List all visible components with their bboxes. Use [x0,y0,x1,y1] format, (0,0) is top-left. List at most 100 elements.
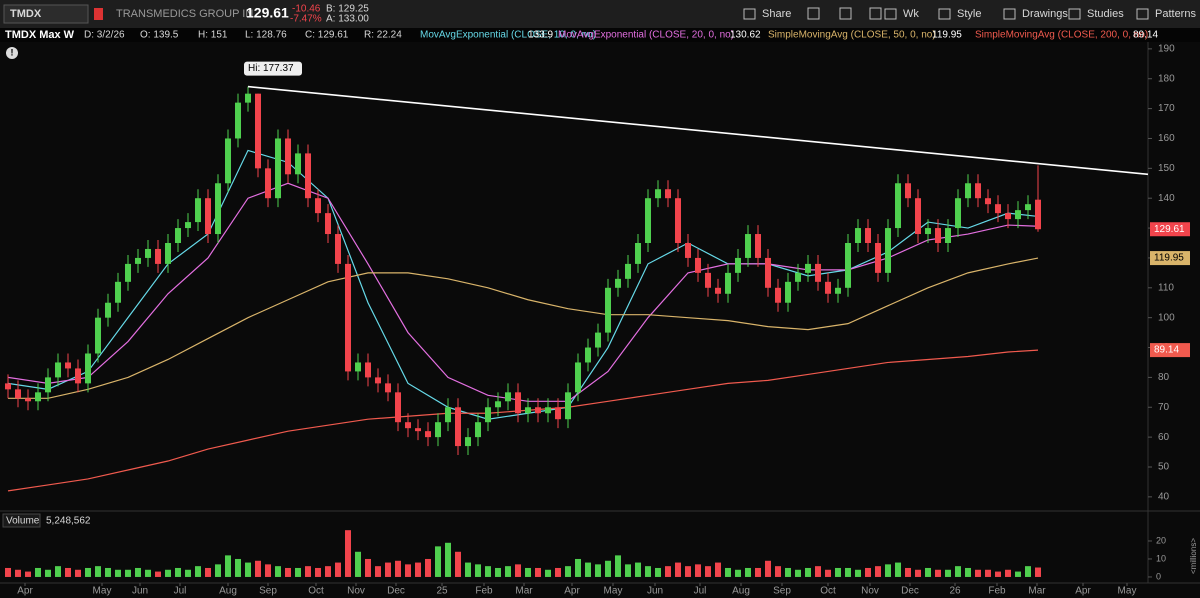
volume-bar [305,566,311,577]
candle-body [855,228,861,243]
info-item: H: 151 [198,30,228,41]
toolbar-button-icon[interactable] [938,8,951,20]
toolbar-button-icon[interactable] [1136,8,1149,20]
candle-body [815,263,821,282]
toolbar-button-icon[interactable] [884,8,897,20]
volume-bar [955,566,961,577]
candle-body [555,407,561,420]
candle-body [515,392,521,414]
toolbar-button[interactable]: Drawings [1022,8,1068,20]
x-tick-label: 26 [949,586,961,597]
volume-bar [695,564,701,577]
candle-body [385,383,391,393]
volume-bar [885,564,891,577]
volume-bar [525,567,531,577]
toolbar-button-icon[interactable] [1068,8,1081,20]
candle-body [935,228,941,243]
volume-bar [925,567,931,577]
toolbar-button[interactable]: Studies [1087,8,1124,20]
candle-body [195,198,201,223]
y-tick-label: 150 [1158,163,1175,174]
candle-body [415,428,421,432]
candle-body [965,183,971,199]
toolbar-button[interactable]: Share [762,8,791,20]
x-tick-label: Nov [861,586,879,597]
candle-body [95,317,101,354]
volume-bar [675,562,681,577]
candle-body [825,281,831,294]
candle-body [675,198,681,243]
volume-bar [355,551,361,577]
last-price: 129.61 [246,5,289,21]
info-item: R: 22.24 [364,30,402,41]
candle-body [765,257,771,288]
volume-bar [715,562,721,577]
volume-bar [735,569,741,577]
candle-body [225,138,231,184]
candle-body [255,93,261,169]
info-item: C: 129.61 [305,30,349,41]
x-tick-label: May [604,586,623,597]
alert-icon[interactable] [6,47,18,59]
x-tick-label: Jun [647,586,663,597]
volume-bar [25,571,31,577]
volume-bar [405,564,411,577]
candle-body [455,407,461,447]
volume-y-tick-label: 20 [1156,535,1166,545]
volume-unit: <millions> [1189,538,1198,574]
toolbar-button[interactable]: Wk [903,8,919,20]
volume-bar [485,566,491,577]
toolbar-button-icon[interactable] [743,8,756,20]
volume-bar [105,567,111,577]
volume-title: Volume [6,516,40,527]
volume-bar [1005,569,1011,577]
company: TRANSMEDICS GROUP IN [116,8,253,20]
volume-bar [905,567,911,577]
volume-bar [5,567,11,577]
volume-bar [385,562,391,577]
candle-body [595,332,601,348]
candle-body [925,228,931,235]
volume-bar [75,569,81,577]
toolbar-button[interactable]: Patterns [1155,8,1196,20]
volume-bar [425,558,431,577]
candle-body [305,153,311,199]
volume-bar [875,566,881,577]
toolbar-icon[interactable] [807,7,820,20]
candle-body [845,242,851,288]
candle-body [445,407,451,423]
volume-bar [625,564,631,577]
price-tag [1150,251,1190,266]
candle-body [735,257,741,273]
volume-bar [965,567,971,577]
volume-bar [705,566,711,577]
y-tick-label: 60 [1158,432,1170,443]
toolbar-icon[interactable] [869,7,882,20]
volume-bar [865,567,871,577]
candle-body [715,287,721,294]
candle-body [85,353,91,384]
price-tag [1150,222,1190,237]
volume-bar [335,562,341,577]
y-tick-label: 70 [1158,402,1170,413]
volume-bar [765,560,771,577]
volume-bar [35,567,41,577]
candle-body [635,242,641,264]
volume-bar [295,567,301,577]
moving-average-line [7,349,1039,492]
toolbar-icon[interactable] [839,7,852,20]
volume-bar [55,566,61,577]
volume-bar [635,562,641,577]
legend-entry: MovAvgExponential (CLOSE, 20, 0, no) [558,30,734,41]
candle-body [245,93,251,103]
symbol-input[interactable] [3,4,89,24]
y-tick-label: 50 [1158,462,1170,473]
toolbar-button-icon[interactable] [1003,8,1016,20]
symbol[interactable]: TMDX [10,8,42,20]
candle-body [205,198,211,235]
volume-bar [365,558,371,577]
volume-bar [465,562,471,577]
volume-bar [345,530,351,577]
toolbar-button[interactable]: Style [957,8,981,20]
